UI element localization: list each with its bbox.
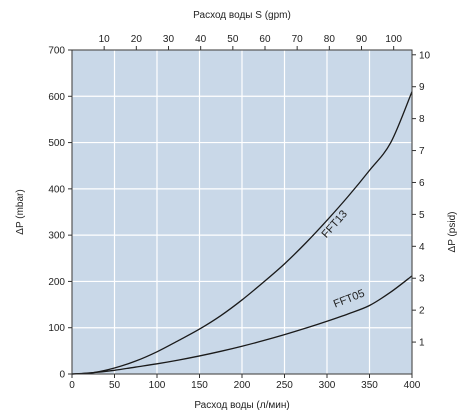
- x-tick-label: 350: [361, 380, 378, 391]
- x-tick-label: 150: [191, 380, 208, 391]
- top-tick-label: 60: [259, 34, 271, 45]
- y-tick-label: 500: [48, 138, 65, 149]
- right-tick-label: 3: [419, 274, 425, 285]
- ticks: 0 50 100 150 200 250 300 350 4000100200300400500…: [48, 34, 430, 391]
- right-tick-label: 2: [419, 306, 425, 317]
- right-tick-label: 6: [419, 178, 425, 189]
- top-tick-label: 90: [356, 34, 368, 45]
- y-tick-label: 600: [48, 92, 65, 103]
- top-tick-label: 70: [292, 34, 304, 45]
- top-tick-label: 50: [227, 34, 239, 45]
- x-tick-label: 400: [404, 380, 421, 391]
- x-tick-label: 200: [234, 380, 251, 391]
- top-tick-label: 20: [131, 34, 143, 45]
- y-tick-label: 700: [48, 46, 65, 57]
- right-tick-label: 10: [419, 50, 431, 61]
- right-tick-label: 1: [419, 338, 425, 349]
- y-tick-label: 400: [48, 184, 65, 195]
- right-tick-label: 7: [419, 146, 425, 157]
- top-tick-label: 100: [385, 34, 402, 45]
- series-line-fft05: [71, 275, 413, 375]
- series-line-fft13: [71, 91, 413, 375]
- x-tick-label: 0: [69, 380, 75, 391]
- y-tick-label: 100: [48, 323, 65, 334]
- right-tick-label: 5: [419, 210, 425, 221]
- x-tick-label: 50: [109, 380, 121, 391]
- y-axis-title-left: ΔP (mbar): [15, 189, 26, 234]
- top-axis-title: Расход воды S (gpm): [193, 10, 291, 21]
- y-tick-label: 300: [48, 231, 65, 242]
- y-axis-title-right: ΔP (psid): [447, 212, 458, 253]
- y-tick-label: 0: [59, 370, 65, 381]
- right-tick-label: 4: [419, 242, 425, 253]
- x-tick-label: 300: [319, 380, 336, 391]
- x-tick-label: 250: [276, 380, 293, 391]
- x-tick-label: 100: [149, 380, 166, 391]
- right-tick-label: 9: [419, 82, 425, 93]
- right-tick-label: 8: [419, 114, 425, 125]
- y-tick-label: 200: [48, 277, 65, 288]
- top-tick-label: 10: [99, 34, 111, 45]
- top-tick-label: 30: [163, 34, 175, 45]
- top-tick-label: 40: [195, 34, 207, 45]
- x-axis-title: Расход воды (л/мин): [194, 400, 289, 411]
- top-tick-label: 80: [324, 34, 336, 45]
